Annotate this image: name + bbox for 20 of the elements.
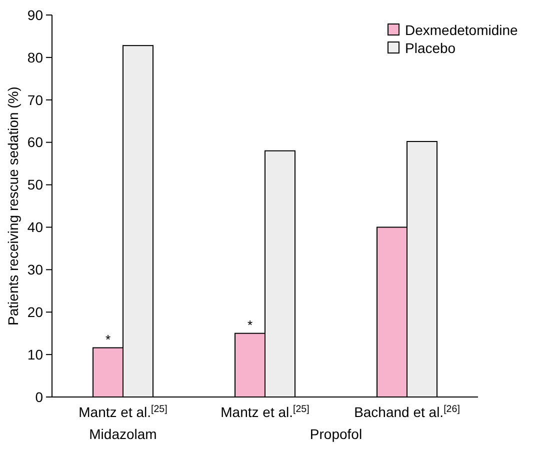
legend-label: Dexmedetomidine bbox=[405, 22, 518, 38]
y-tick-label: 40 bbox=[27, 219, 44, 236]
y-axis-title: Patients receiving rescue sedation (%) bbox=[5, 86, 21, 326]
y-tick-label: 90 bbox=[27, 6, 44, 23]
legend-label: Placebo bbox=[405, 40, 456, 56]
y-tick-label: 20 bbox=[27, 304, 44, 320]
y-tick-label: 10 bbox=[27, 346, 44, 362]
data-label: * bbox=[247, 317, 253, 332]
data-label: * bbox=[105, 332, 111, 347]
y-tick-label: 50 bbox=[27, 176, 44, 193]
text: Midazolam bbox=[89, 426, 157, 442]
x-tick-label: Bachand et al.$^{[26]}$ bbox=[354, 404, 460, 420]
x-tick-label: Mantz et al.$^{[25]}$ bbox=[220, 404, 310, 420]
text: Propofol bbox=[310, 426, 362, 442]
x-tick-label: Mantz et al.$^{[25]}$ bbox=[78, 404, 168, 420]
y-tick-label: 0 bbox=[35, 388, 44, 405]
y-tick-label: 80 bbox=[27, 49, 44, 66]
y-tick-label: 60 bbox=[27, 134, 44, 150]
y-tick-label: 70 bbox=[27, 92, 44, 108]
y-tick-label: 30 bbox=[27, 262, 44, 278]
